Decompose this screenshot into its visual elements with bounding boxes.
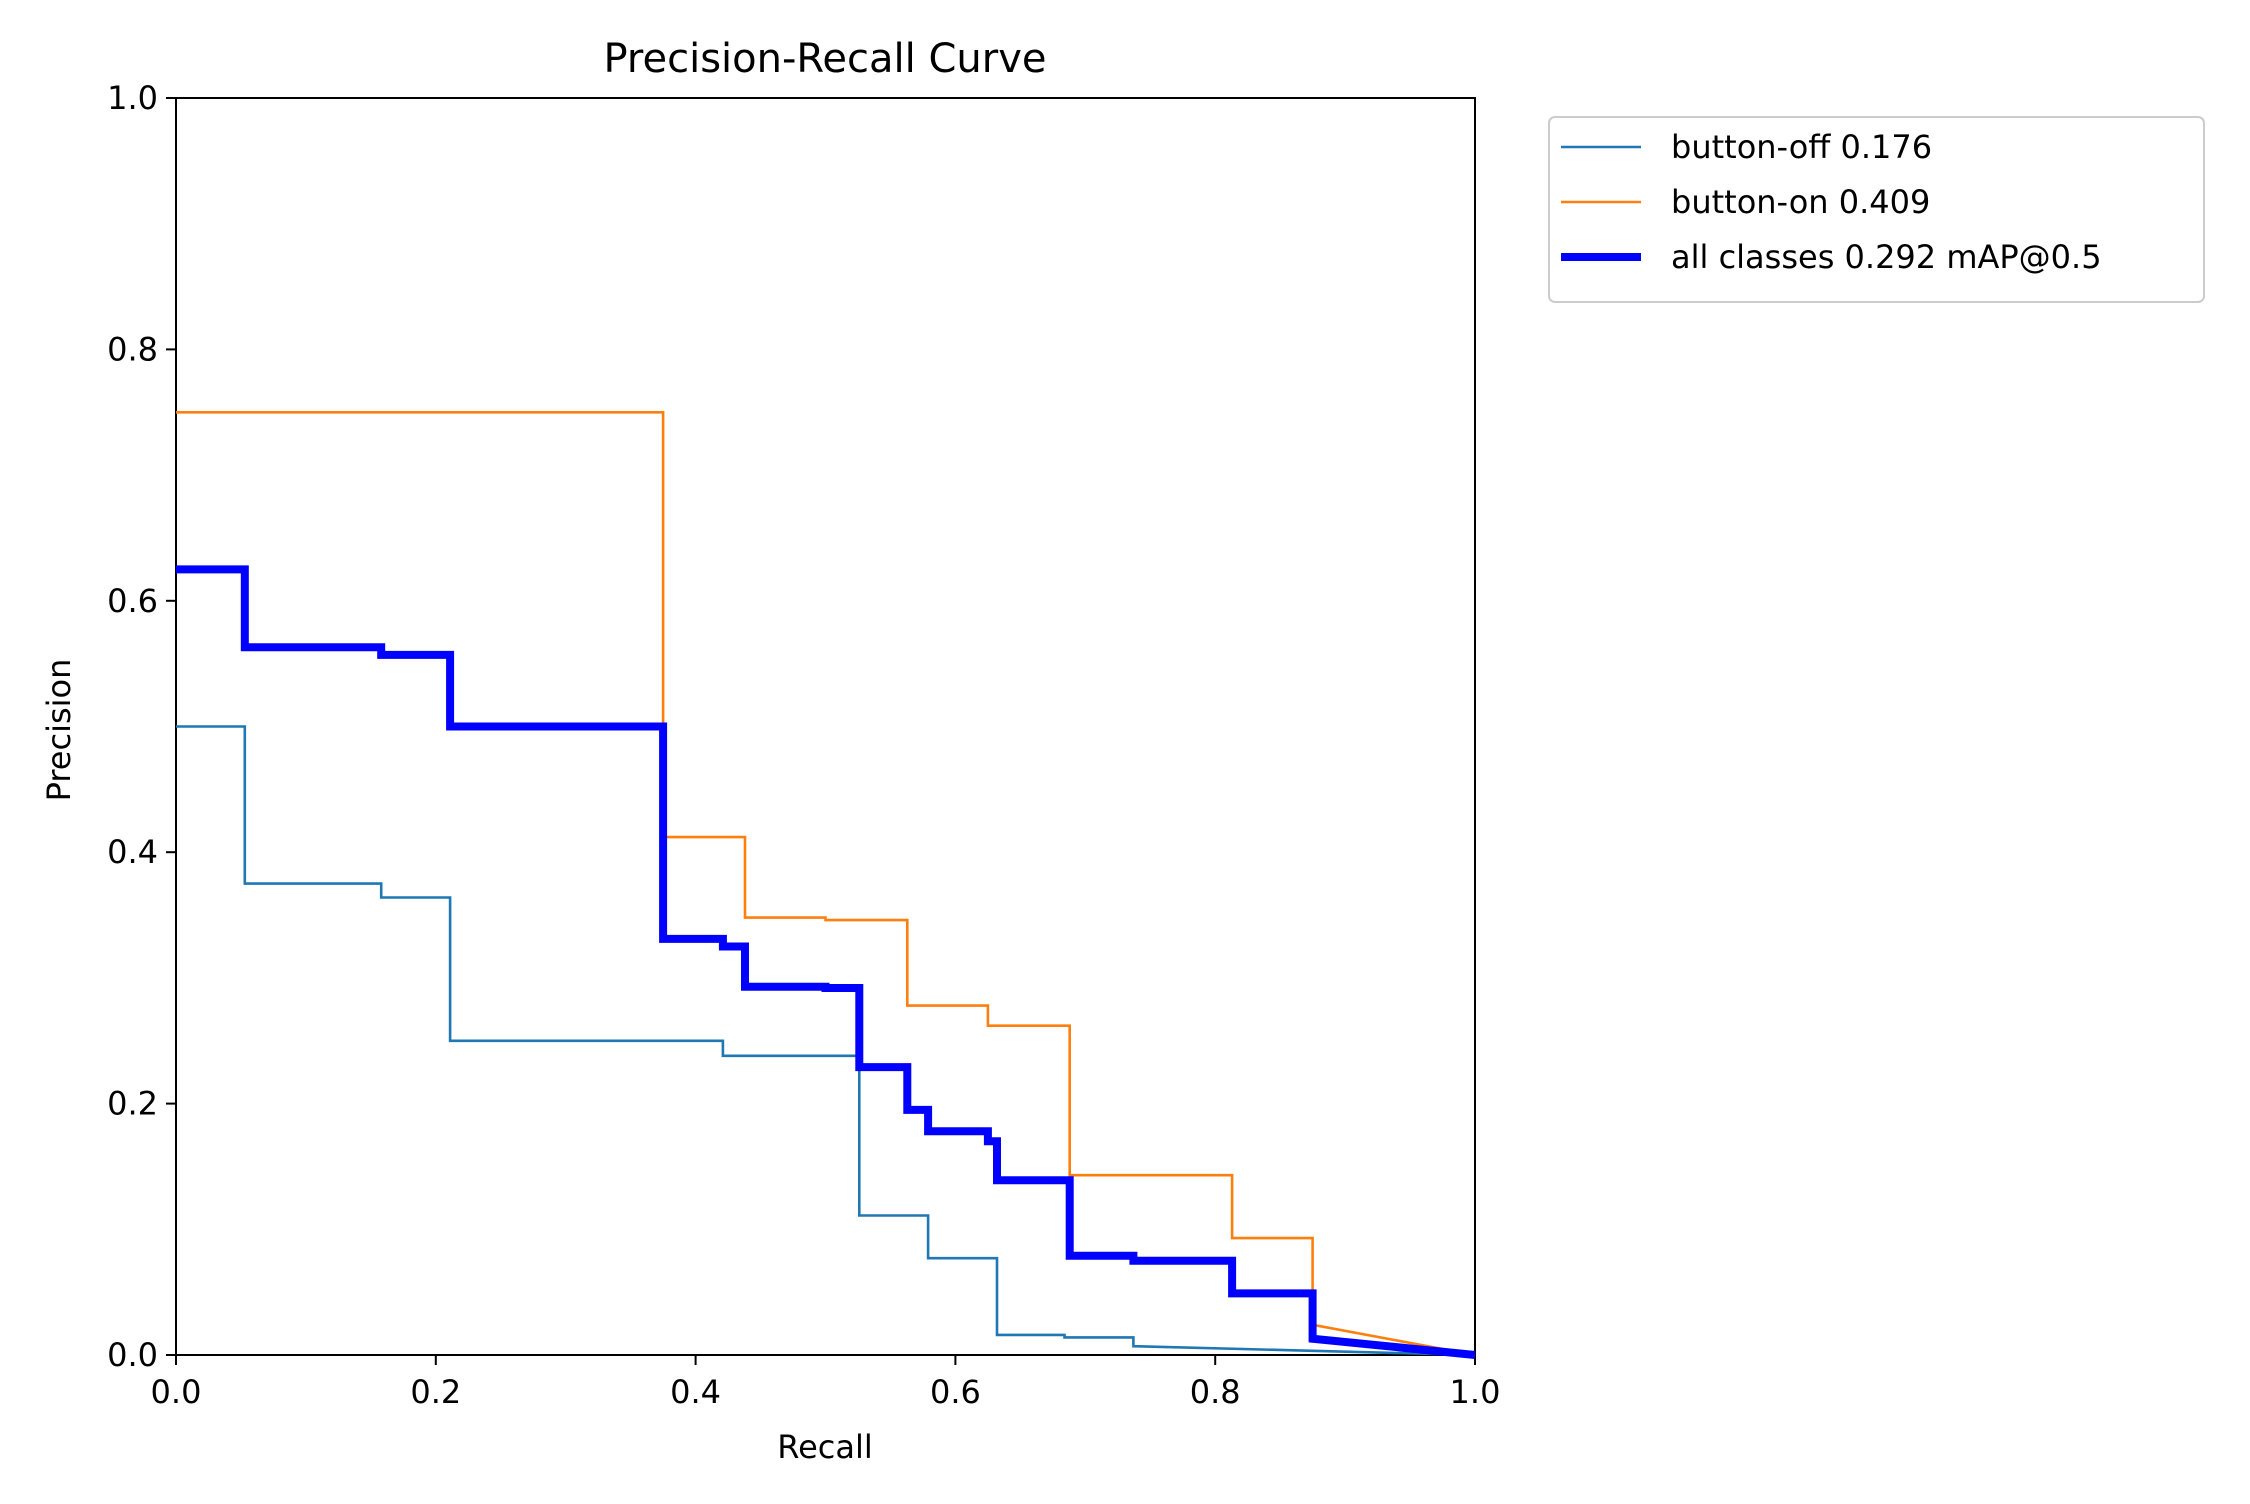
series-line-0	[176, 725, 1476, 1357]
y-tick-label: 0.8	[107, 330, 158, 368]
y-axis-label: Precision	[40, 659, 78, 802]
legend-entry-label: button-on 0.409	[1671, 183, 1930, 221]
x-tick-label: 0.6	[930, 1373, 981, 1411]
axes-frame	[175, 97, 1476, 1356]
x-tick-label: 1.0	[1450, 1373, 1501, 1411]
x-tick-label: 0.0	[151, 1373, 202, 1411]
x-tick-label: 0.4	[670, 1373, 721, 1411]
legend-entry-label: button-off 0.176	[1671, 128, 1932, 166]
plot-area	[176, 411, 1476, 1359]
y-tick-label: 0.2	[107, 1085, 158, 1123]
series-line-2	[176, 565, 1476, 1359]
series-line-1	[176, 411, 1476, 1357]
axes: 0.0 0.2 0.4 0.6 0.8 1.0 0.0 0.2 0.4 0.6 0.8 1.0	[107, 79, 1500, 1411]
legend-box	[1548, 116, 2205, 303]
legend-entry-label: all classes 0.292 mAP@0.5	[1671, 238, 2102, 276]
y-tick-label: 1.0	[107, 79, 158, 117]
x-axis-label: Recall	[777, 1428, 872, 1466]
chart-title: Precision-Recall Curve	[604, 36, 1047, 82]
x-tick-label: 0.8	[1190, 1373, 1241, 1411]
legend: button-off 0.176 button-on 0.409 all class…	[1548, 116, 2205, 303]
y-tick-label: 0.0	[107, 1336, 158, 1374]
y-tick-label: 0.4	[107, 833, 158, 871]
y-tick-label: 0.6	[107, 582, 158, 620]
x-tick-label: 0.2	[410, 1373, 461, 1411]
